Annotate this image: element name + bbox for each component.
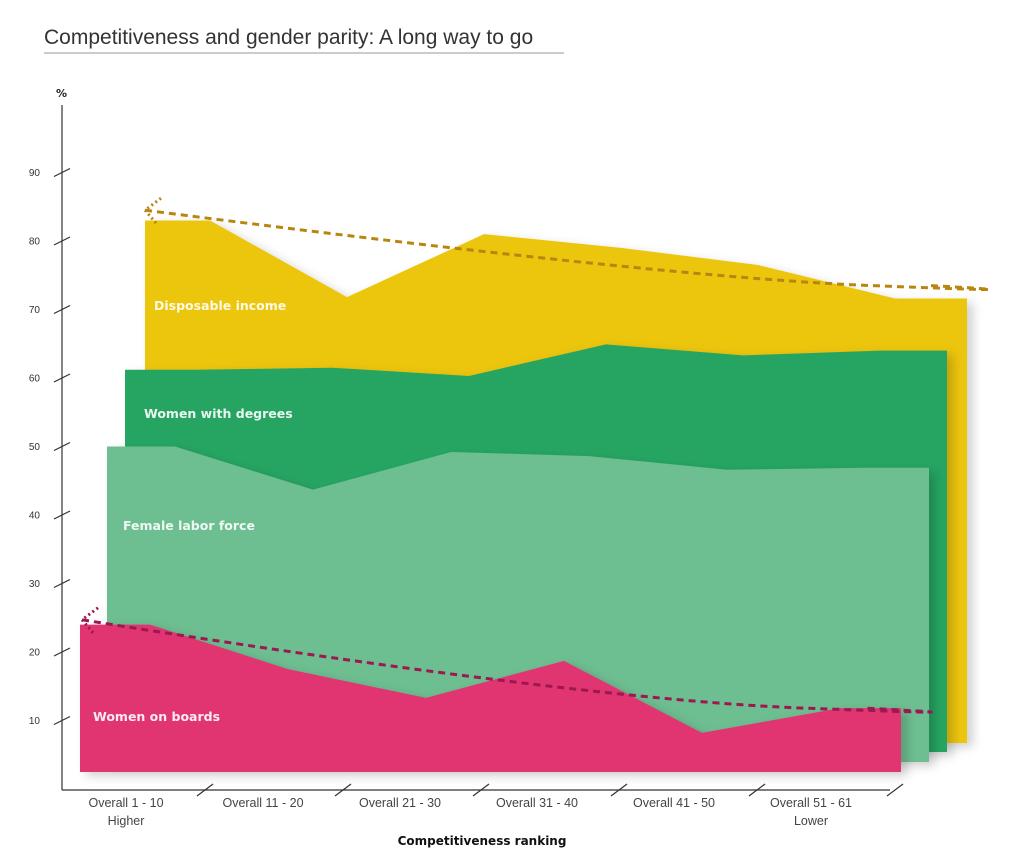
y-tick-label: 80 bbox=[29, 237, 41, 248]
x-tick bbox=[748, 783, 766, 797]
y-tick bbox=[53, 578, 71, 589]
y-tick-label: 50 bbox=[29, 442, 41, 453]
x-tick-label: Overall 51 - 61 bbox=[770, 796, 852, 810]
y-tick-label: 40 bbox=[29, 511, 41, 522]
trend-arrowhead-women-on-boards bbox=[79, 606, 99, 635]
y-tick-label: 90 bbox=[29, 168, 41, 179]
y-tick-label: 70 bbox=[29, 305, 41, 316]
x-tick bbox=[334, 783, 352, 797]
x-tick bbox=[886, 783, 904, 797]
x-tick bbox=[472, 783, 490, 797]
y-tick bbox=[53, 715, 71, 726]
x-tick-sublabel: Lower bbox=[794, 814, 828, 828]
series-label-women-on-boards: Women on boards bbox=[93, 709, 220, 724]
y-tick bbox=[53, 304, 71, 315]
y-axis-label: % bbox=[56, 87, 67, 100]
trend-line-disposable-income bbox=[144, 208, 991, 292]
x-tick-sublabel: Higher bbox=[108, 814, 145, 828]
x-axis-label: Competitiveness ranking bbox=[398, 834, 567, 848]
x-tick-label: Overall 41 - 50 bbox=[633, 796, 715, 810]
y-tick bbox=[53, 510, 71, 520]
y-tick bbox=[53, 647, 71, 657]
area-women-on-boards bbox=[80, 624, 901, 772]
series-label-female-labor-force: Female labor force bbox=[123, 518, 255, 533]
trend-line-women-on-boards bbox=[81, 618, 933, 714]
y-tick-label: 30 bbox=[29, 579, 41, 590]
x-tick-label: Overall 31 - 40 bbox=[496, 796, 578, 810]
x-tick-label: Overall 1 - 10 bbox=[88, 796, 163, 810]
y-tick-label: 20 bbox=[29, 648, 41, 659]
series-label-disposable-income: Disposable income bbox=[154, 298, 286, 313]
trend-arrowhead-disposable-income bbox=[142, 196, 162, 226]
x-tick bbox=[610, 783, 628, 797]
x-tick-label: Overall 21 - 30 bbox=[359, 796, 441, 810]
x-tick bbox=[196, 783, 214, 797]
y-tick-label: 60 bbox=[29, 374, 41, 385]
y-tick bbox=[53, 236, 71, 246]
chart-title: Competitiveness and gender parity: A lon… bbox=[44, 26, 533, 49]
y-tick bbox=[53, 373, 71, 383]
y-tick bbox=[53, 441, 71, 452]
y-tick-label: 10 bbox=[29, 716, 41, 727]
series-label-women-with-degrees: Women with degrees bbox=[144, 406, 293, 421]
y-tick bbox=[53, 167, 71, 178]
x-tick-label: Overall 11 - 20 bbox=[222, 796, 303, 810]
